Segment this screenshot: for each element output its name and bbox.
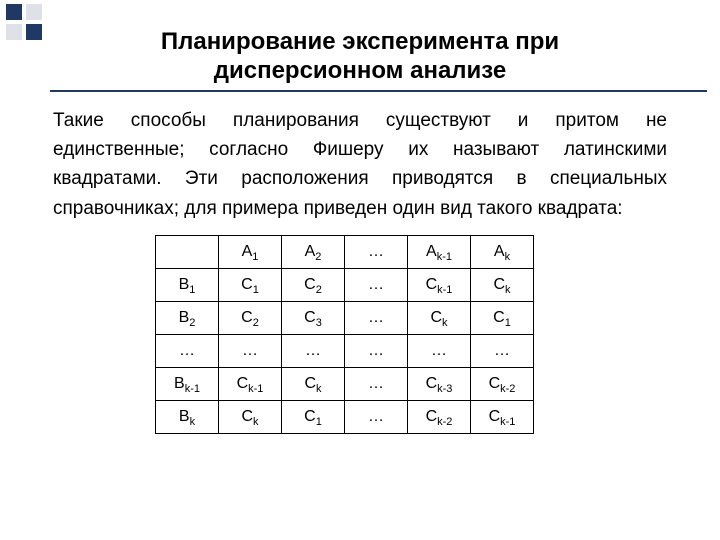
table-cell: A1 <box>219 236 282 269</box>
table-cell: B2 <box>156 302 219 335</box>
title-underline <box>50 90 707 92</box>
table-cell: Ck-2 <box>471 368 534 401</box>
table-row: Bk-1Ck-1Ck…Ck-3Ck-2 <box>156 368 534 401</box>
table-cell: … <box>345 401 408 434</box>
table-cell: Ck-1 <box>471 401 534 434</box>
table-cell: Ak-1 <box>408 236 471 269</box>
table-cell: C1 <box>282 401 345 434</box>
table-cell: Ck-3 <box>408 368 471 401</box>
table-cell: Bk-1 <box>156 368 219 401</box>
table-cell: Ck-1 <box>219 368 282 401</box>
table-cell <box>156 236 219 269</box>
latin-square-table-wrapper: A1A2…Ak-1AkB1C1C2…Ck-1CkB2C2C3…CkC1……………… <box>155 235 720 434</box>
table-cell: … <box>345 302 408 335</box>
table-row: B1C1C2…Ck-1Ck <box>156 269 534 302</box>
table-cell: Ck <box>282 368 345 401</box>
table-cell: … <box>345 269 408 302</box>
title-line-1: Планирование эксперимента при <box>161 28 559 55</box>
table-cell: Bk <box>156 401 219 434</box>
latin-square-table: A1A2…Ak-1AkB1C1C2…Ck-1CkB2C2C3…CkC1……………… <box>155 235 534 434</box>
table-cell: Ck <box>219 401 282 434</box>
table-cell: … <box>408 335 471 368</box>
slide-title: Планирование эксперимента при дисперсион… <box>0 0 720 86</box>
table-cell: A2 <box>282 236 345 269</box>
table-row: ……………… <box>156 335 534 368</box>
body-paragraph: Такие способы планирования существуют и … <box>53 106 667 224</box>
table-row: B2C2C3…CkC1 <box>156 302 534 335</box>
table-cell: … <box>345 368 408 401</box>
table-cell: … <box>219 335 282 368</box>
table-cell: C2 <box>282 269 345 302</box>
table-cell: C3 <box>282 302 345 335</box>
table-cell: Ck-1 <box>408 269 471 302</box>
table-cell: Ck <box>408 302 471 335</box>
table-cell: C1 <box>471 302 534 335</box>
deco-square <box>26 24 42 40</box>
deco-square <box>26 4 42 20</box>
table-cell: B1 <box>156 269 219 302</box>
table-row: BkCkC1…Ck-2Ck-1 <box>156 401 534 434</box>
table-row: A1A2…Ak-1Ak <box>156 236 534 269</box>
table-cell: C1 <box>219 269 282 302</box>
title-line-2: дисперсионном анализе <box>214 57 507 84</box>
table-cell: Ck-2 <box>408 401 471 434</box>
table-cell: Ak <box>471 236 534 269</box>
table-cell: … <box>282 335 345 368</box>
table-cell: … <box>156 335 219 368</box>
table-cell: C2 <box>219 302 282 335</box>
corner-decoration <box>0 0 70 45</box>
deco-square <box>6 4 22 20</box>
table-cell: … <box>345 236 408 269</box>
table-cell: … <box>345 335 408 368</box>
table-cell: Ck <box>471 269 534 302</box>
table-cell: … <box>471 335 534 368</box>
deco-square <box>6 24 22 40</box>
